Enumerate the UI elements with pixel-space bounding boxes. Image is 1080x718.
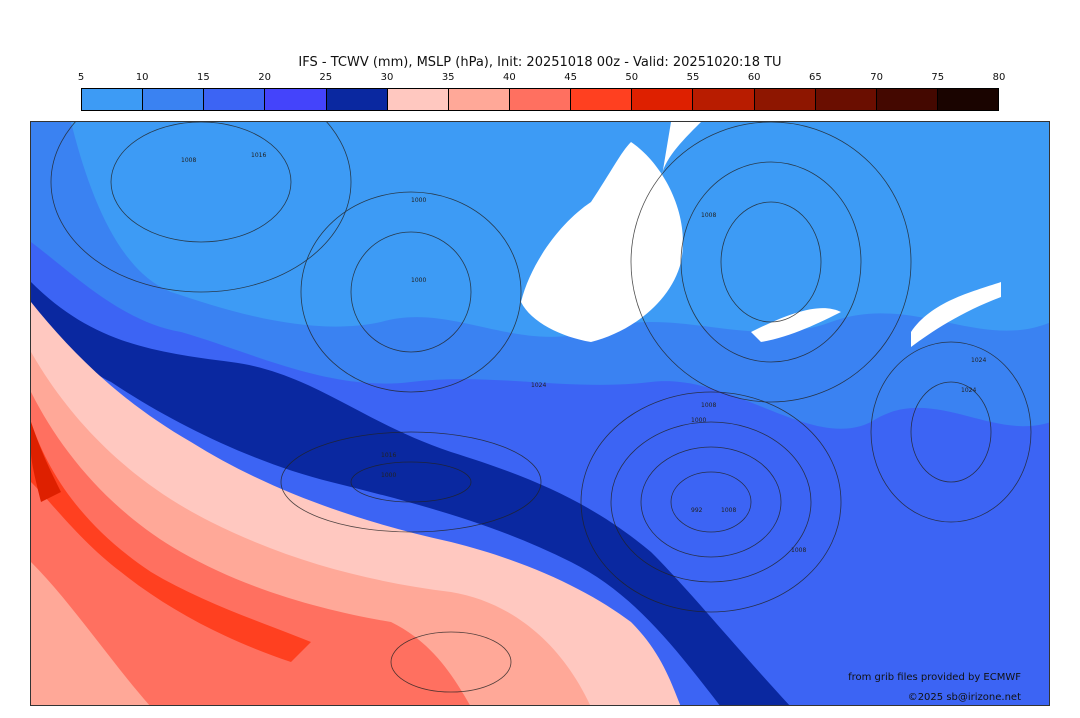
colorbar-swatch xyxy=(82,89,144,110)
isobar-label: 1008 xyxy=(721,507,736,514)
colorbar-swatch xyxy=(876,89,938,110)
isobar-label: 992 xyxy=(691,507,703,514)
colorbar-swatch xyxy=(265,89,327,110)
colorbar-swatch xyxy=(448,89,510,110)
colorbar-tick-label: 45 xyxy=(564,72,577,83)
isobar-label: 1024 xyxy=(971,357,986,364)
data-source-credit: from grib files provided by ECMWF xyxy=(848,672,1021,683)
colorbar-swatch xyxy=(632,89,694,110)
colorbar-swatch xyxy=(326,89,388,110)
colorbar-tick-label: 70 xyxy=(870,72,883,83)
isobar-label: 1008 xyxy=(701,402,716,409)
colorbar xyxy=(81,88,999,111)
tcwv-field: 1008 1016 1000 1000 1024 1008 1024 1008 1008 1016… xyxy=(31,122,1049,705)
colorbar-tick-label: 75 xyxy=(931,72,945,83)
colorbar-tick-label: 15 xyxy=(197,72,210,83)
isobar-label: 1000 xyxy=(381,472,396,479)
colorbar-swatch xyxy=(693,89,755,110)
isobar-label: 1024 xyxy=(961,387,976,394)
colorbar-swatch xyxy=(754,89,816,110)
colorbar-tick-label: 30 xyxy=(380,72,394,83)
colorbar-tick-label: 50 xyxy=(625,72,639,83)
colorbar-swatch xyxy=(509,89,572,110)
isobar-label: 1024 xyxy=(531,382,546,389)
colorbar-tick-label: 55 xyxy=(686,72,700,83)
isobar-label: 1000 xyxy=(411,197,426,204)
colorbar-tick-label: 65 xyxy=(809,72,822,83)
isobar-label: 1000 xyxy=(411,277,426,284)
colorbar-swatch xyxy=(571,89,633,110)
isobar-label: 1016 xyxy=(251,152,266,159)
isobar-label: 1008 xyxy=(701,212,716,219)
weather-map: 1008 1016 1000 1000 1024 1008 1024 1008 1008 1016… xyxy=(30,121,1050,706)
isobar-label: 1016 xyxy=(381,452,396,459)
colorbar-swatch xyxy=(143,89,205,110)
colorbar-swatch xyxy=(937,89,999,110)
colorbar-tick-label: 80 xyxy=(992,72,1006,83)
copyright-credit: ©2025 sb@irizone.net xyxy=(907,692,1021,703)
colorbar-tick-label: 20 xyxy=(258,72,271,83)
isobar-label: 1008 xyxy=(791,547,806,554)
colorbar-tick-label: 60 xyxy=(747,72,761,83)
colorbar-swatch xyxy=(387,89,449,110)
map-title: IFS - TCWV (mm), MSLP (hPa), Init: 20251… xyxy=(298,55,782,70)
colorbar-tick-label: 40 xyxy=(503,72,516,83)
colorbar-ticks: 5 10 15 20 25 30 35 40 45 50 55 60 65 70 75 80 xyxy=(77,72,1006,86)
colorbar-swatch xyxy=(204,89,266,110)
colorbar-tick-label: 10 xyxy=(135,72,149,83)
isobar-label: 1000 xyxy=(691,417,706,424)
colorbar-tick-label: 5 xyxy=(77,72,85,83)
isobar-label: 1008 xyxy=(181,157,196,164)
colorbar-swatch xyxy=(815,89,877,110)
colorbar-tick-label: 25 xyxy=(319,72,333,83)
colorbar-tick-label: 35 xyxy=(441,72,455,83)
